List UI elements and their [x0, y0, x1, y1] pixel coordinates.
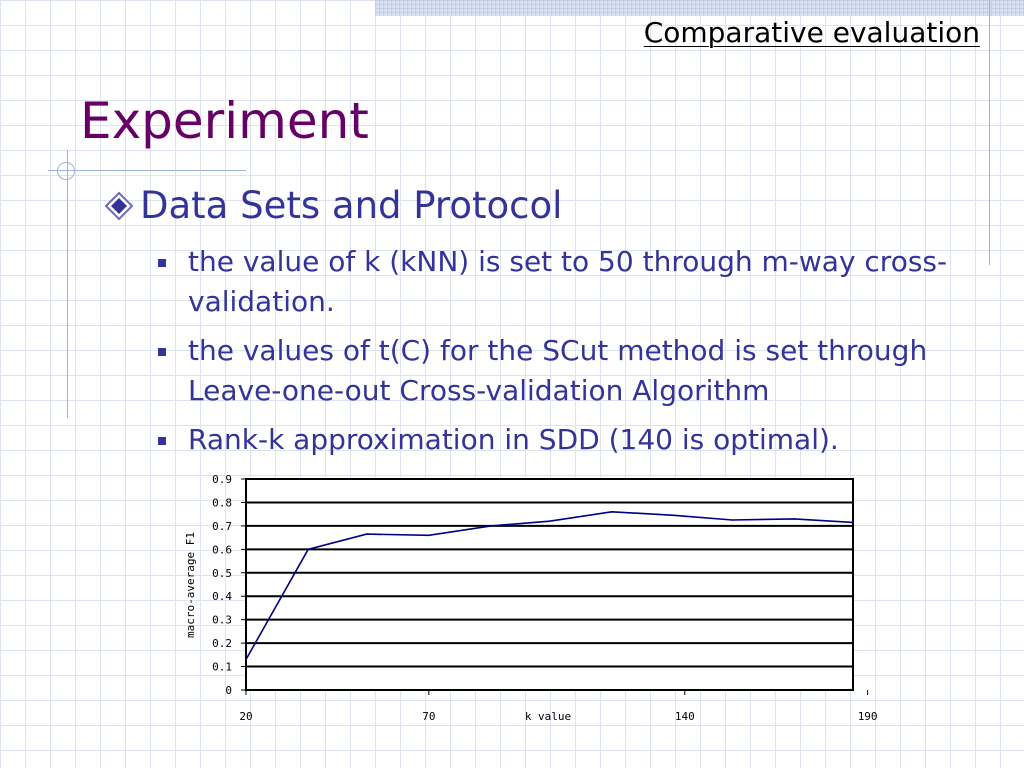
y-tick-label: 0.3 [212, 614, 232, 627]
decoration-right-line [989, 0, 990, 265]
x-tick-label: 190 [858, 710, 878, 723]
y-tick-label: 0.6 [212, 543, 232, 556]
section-label: Comparative evaluation [643, 16, 980, 49]
data-point [490, 525, 492, 527]
data-point [365, 533, 368, 535]
y-tick-label: 0.8 [212, 496, 232, 509]
y-tick-label: 0.4 [212, 590, 232, 603]
header-decoration-band [375, 0, 1024, 16]
data-point [428, 534, 430, 537]
x-tick-label: 140 [675, 710, 695, 723]
decoration-vertical-line [67, 150, 68, 418]
subheading-text: Data Sets and Protocol [140, 184, 563, 227]
y-tick-label: 0.9 [212, 473, 232, 486]
data-point [673, 514, 675, 517]
slide-title: Experiment [80, 92, 369, 150]
bullet-item: the values of t(C) for the SCut method i… [158, 331, 958, 411]
plot-frame [245, 478, 854, 691]
decoration-circle [57, 162, 75, 180]
data-point [731, 519, 734, 521]
y-tick-label: 0.7 [212, 520, 232, 533]
x-axis-label: k value [525, 710, 571, 723]
bullet-text: Rank-k approximation in SDD (140 is opti… [188, 423, 839, 456]
y-tick-label: 0 [225, 684, 232, 697]
diamond-bullet-icon [104, 191, 134, 220]
y-tick-label: 0.5 [212, 567, 232, 580]
square-bullet-icon [158, 437, 166, 445]
bullet-text: the values of t(C) for the SCut method i… [188, 334, 928, 407]
y-tick-label: 0.2 [212, 637, 232, 650]
y-axis-label: macro-average F1 [184, 532, 197, 638]
bullet-item: Rank-k approximation in SDD (140 is opti… [158, 420, 958, 460]
bullet-list: the value of k (kNN) is set to 50 throug… [158, 242, 958, 460]
square-bullet-icon [158, 348, 166, 356]
square-bullet-icon [158, 259, 166, 267]
data-point [610, 511, 613, 513]
data-point [793, 518, 796, 520]
data-point [852, 521, 854, 524]
data-point [245, 658, 247, 661]
y-tick-label: 0.1 [212, 661, 232, 674]
subheading: Data Sets and Protocol [104, 184, 562, 227]
x-tick-label: 70 [422, 710, 435, 723]
bullet-item: the value of k (kNN) is set to 50 throug… [158, 242, 958, 322]
decoration-horizontal-line [48, 170, 246, 171]
x-tick-label: 20 [239, 710, 252, 723]
plot-area [246, 479, 853, 690]
bullet-text: the value of k (kNN) is set to 50 throug… [188, 245, 948, 318]
data-point [548, 520, 551, 522]
data-point [307, 548, 309, 551]
